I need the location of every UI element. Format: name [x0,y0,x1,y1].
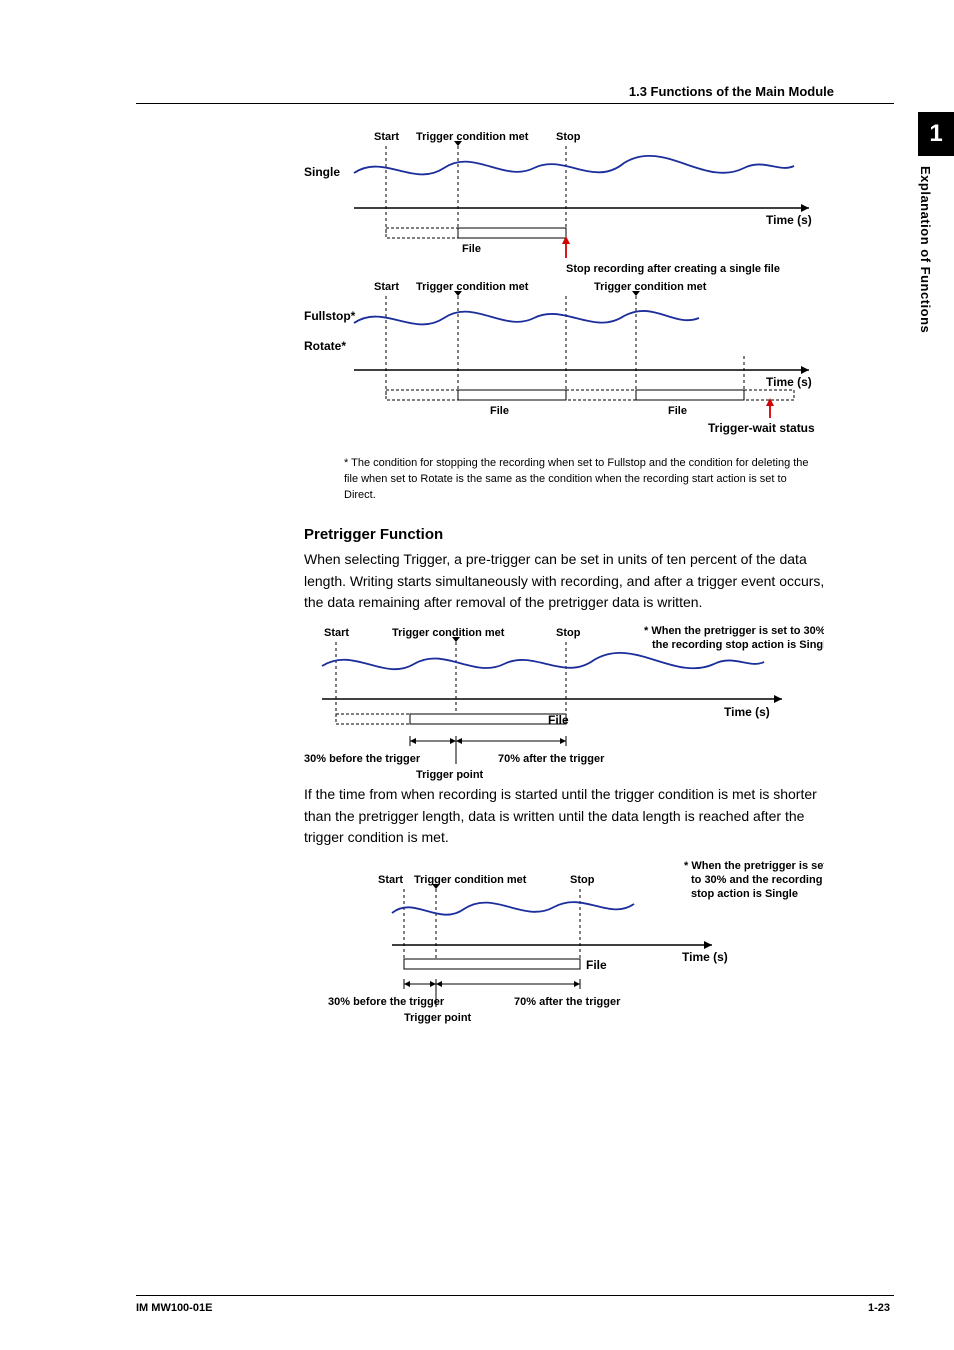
chapter-title: Explanation of Functions [918,156,933,333]
svg-text:Time (s): Time (s) [724,705,770,719]
diagram-single: Start Trigger condition met Stop Single … [304,128,824,278]
svg-text:stop action is Single: stop action is Single [691,888,798,900]
svg-text:Single: Single [304,165,340,179]
svg-text:Start: Start [374,131,399,143]
svg-text:Trigger condition met: Trigger condition met [392,627,505,639]
svg-text:File: File [490,405,509,417]
svg-text:Rotate*: Rotate* [304,339,346,353]
svg-text:70% after the trigger: 70% after the trigger [498,753,605,765]
svg-text:Stop: Stop [570,874,595,886]
svg-text:Time (s): Time (s) [766,213,812,227]
svg-text:Trigger condition met: Trigger condition met [414,874,527,886]
running-header: 1.3 Functions of the Main Module [136,84,894,104]
svg-text:File: File [548,713,569,727]
svg-text:Stop: Stop [556,627,581,639]
svg-text:Start: Start [374,281,399,293]
diagram-pretrigger-2: Start Trigger condition met Stop * When … [304,859,824,1029]
header-section: 1.3 Functions of the Main Module [136,84,894,99]
svg-text:File: File [668,405,687,417]
heading-pretrigger: Pretrigger Function [304,526,830,543]
svg-text:File: File [586,958,607,972]
page-number: 1-23 [868,1302,894,1314]
para-pretrigger-2: If the time from when recording is start… [304,784,830,849]
chapter-number: 1 [918,112,954,156]
diagram-fullstop-rotate: Start Trigger condition met Trigger cond… [304,278,824,448]
svg-text:Trigger condition met: Trigger condition met [416,281,529,293]
svg-text:30% before the trigger: 30% before the trigger [304,753,421,765]
svg-text:Fullstop*: Fullstop* [304,309,356,323]
chapter-tab: 1 Explanation of Functions [918,112,954,333]
footnote-fullstop-rotate: * The condition for stopping the recordi… [304,448,830,504]
diagram-pretrigger-1: Start Trigger condition met Stop * When … [304,624,824,784]
para-pretrigger-1: When selecting Trigger, a pre-trigger ca… [304,549,830,614]
svg-text:Trigger point: Trigger point [404,1012,472,1024]
svg-text:Start: Start [324,627,349,639]
svg-text:Stop: Stop [556,131,581,143]
svg-text:Trigger point: Trigger point [416,769,484,781]
svg-text:Stop recording after creating: Stop recording after creating a single f… [566,263,780,275]
svg-text:* When the pretrigger is set: * When the pretrigger is set [684,860,824,872]
svg-text:* When the pretrigger is set t: * When the pretrigger is set to 30% and [644,625,824,637]
svg-text:to 30% and the recording: to 30% and the recording [691,874,822,886]
svg-text:30% before the trigger: 30% before the trigger [328,996,445,1008]
svg-text:Time (s): Time (s) [682,950,728,964]
page-footer: IM MW100-01E 1-23 [136,1295,894,1314]
svg-text:Trigger-wait status: Trigger-wait status [708,421,815,435]
svg-text:File: File [462,243,481,255]
doc-id: IM MW100-01E [136,1302,212,1314]
svg-text:Trigger condition met: Trigger condition met [594,281,707,293]
svg-text:Start: Start [378,874,403,886]
svg-text:Trigger condition met: Trigger condition met [416,131,529,143]
svg-text:Time (s): Time (s) [766,375,812,389]
svg-text:the recording stop action is S: the recording stop action is Single [652,639,824,651]
svg-text:70% after the trigger: 70% after the trigger [514,996,621,1008]
